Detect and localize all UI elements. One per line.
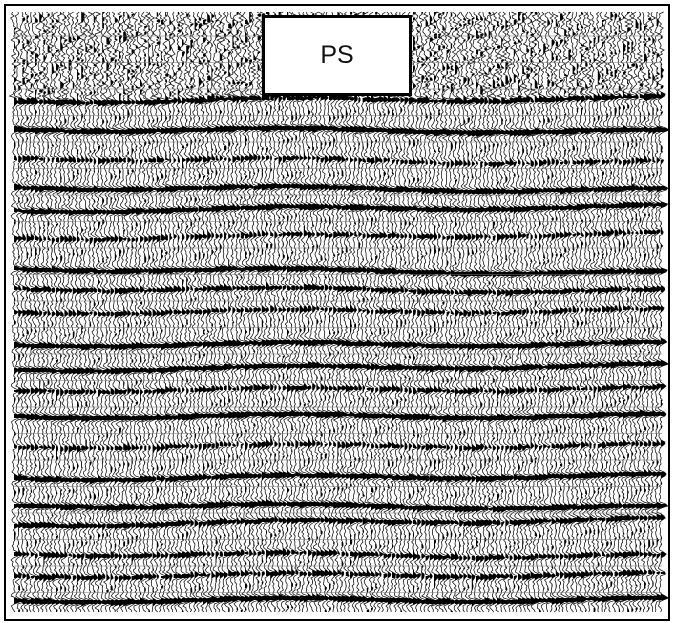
trace-fill — [657, 12, 665, 600]
page: PS (() => { const data = JSON.parse(docu… — [0, 0, 674, 623]
section-label: PS — [320, 41, 353, 70]
trace — [657, 12, 668, 612]
trace-fill — [312, 14, 320, 600]
trace — [652, 12, 665, 612]
section-frame: PS — [4, 4, 670, 621]
label-box: PS — [262, 15, 412, 96]
trace-fill — [308, 36, 316, 600]
trace-fill — [581, 12, 589, 602]
trace-fill — [661, 36, 668, 600]
trace — [636, 12, 646, 612]
seismic-section — [6, 6, 668, 619]
trace — [628, 12, 640, 612]
